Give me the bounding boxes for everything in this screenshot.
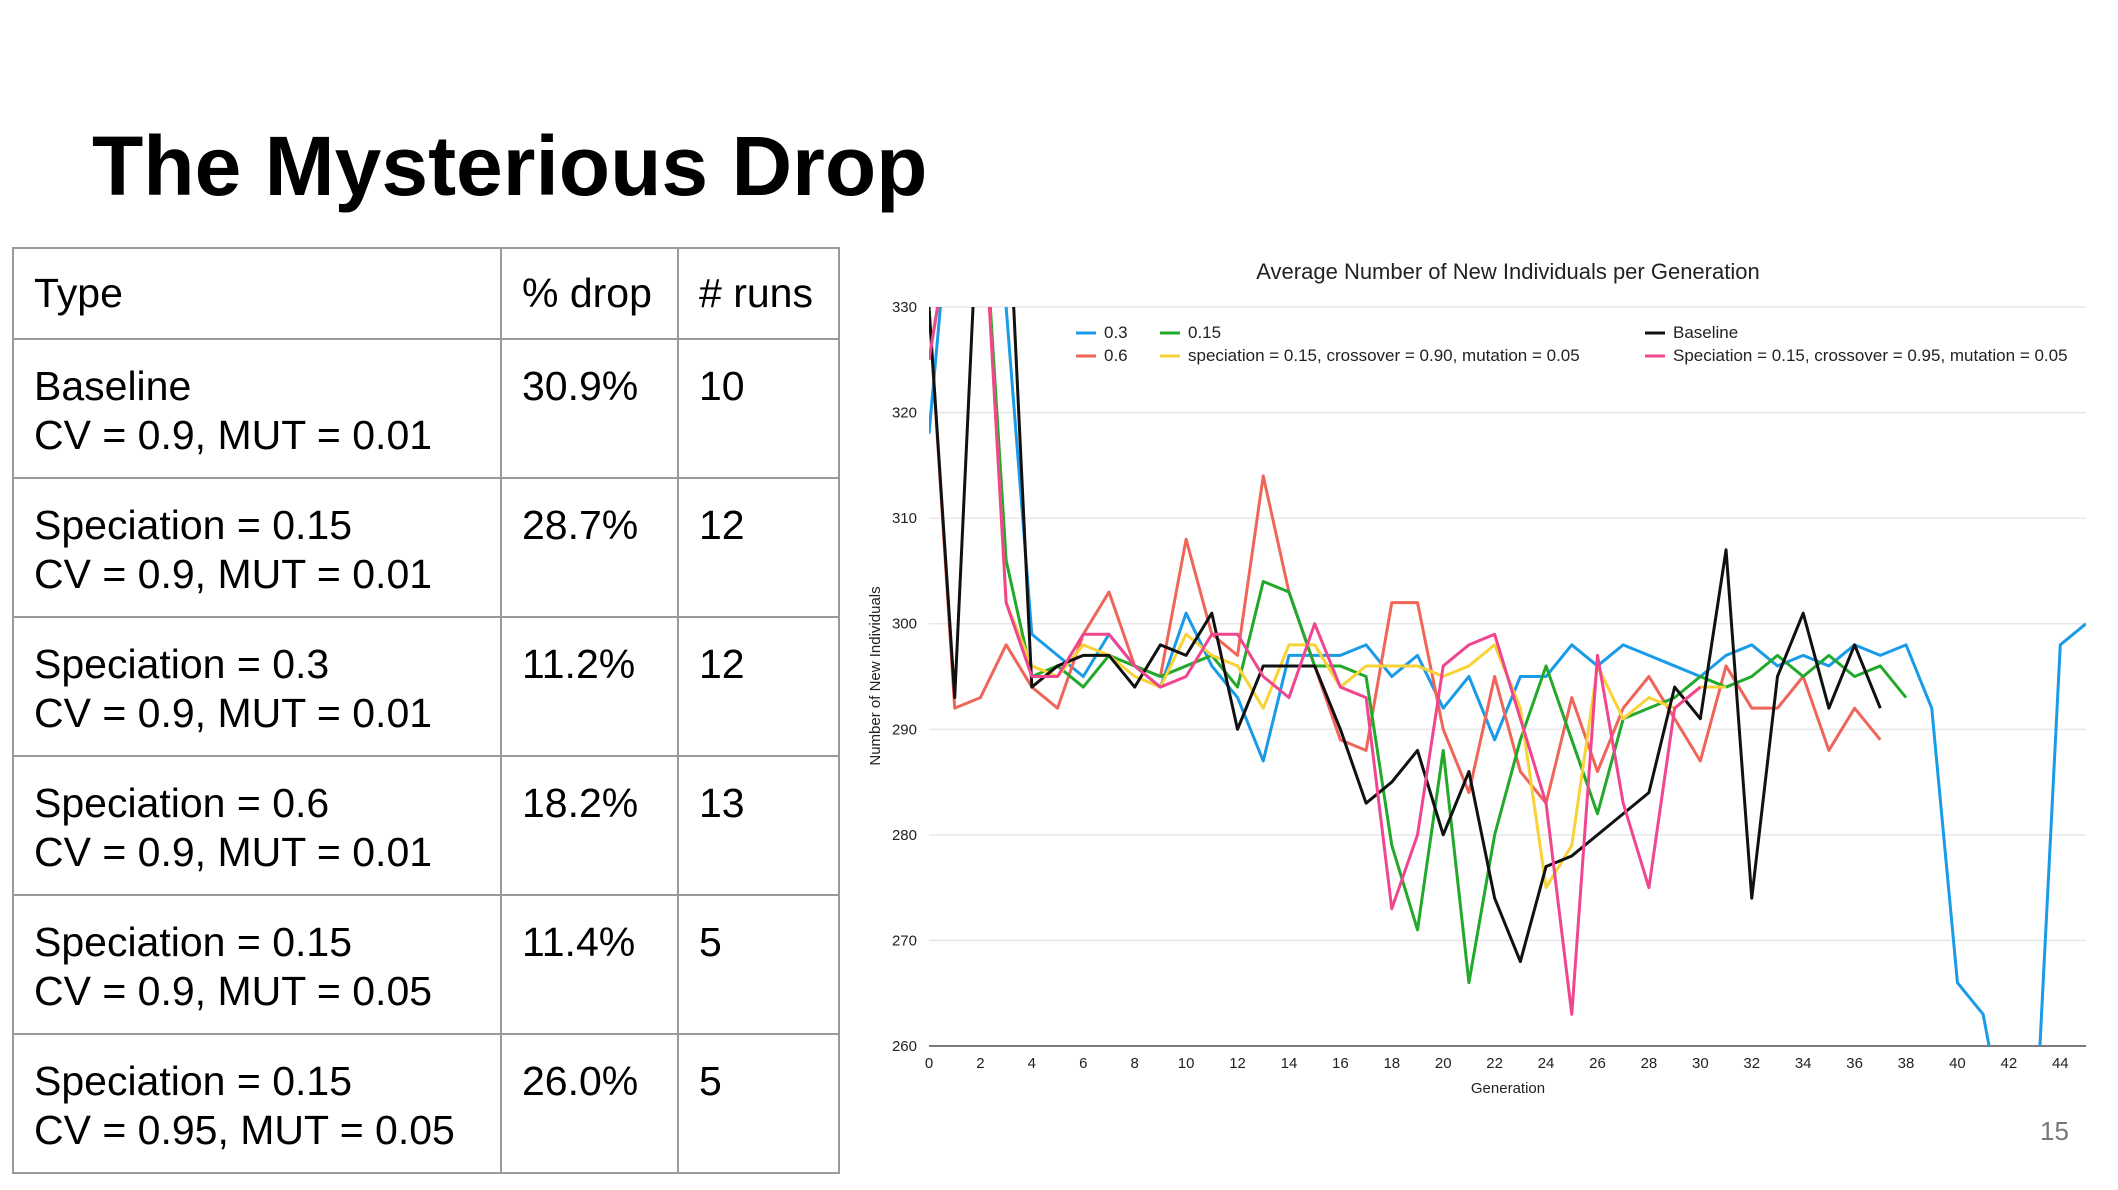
x-tick-label: 18 bbox=[1383, 1055, 1400, 1072]
drop-cell: 30.9% bbox=[500, 338, 679, 479]
x-tick-label: 8 bbox=[1131, 1055, 1139, 1072]
type-line: CV = 0.9, MUT = 0.01 bbox=[34, 690, 433, 736]
runs-cell: 13 bbox=[677, 755, 840, 896]
type-cell: Speciation = 0.6 CV = 0.9, MUT = 0.01 bbox=[12, 755, 502, 896]
y-tick-label: 300 bbox=[892, 616, 917, 633]
series-line bbox=[929, 307, 2086, 1046]
type-line: Speciation = 0.15 bbox=[34, 919, 352, 965]
type-line: Speciation = 0.15 bbox=[34, 1058, 352, 1104]
series-line bbox=[929, 307, 1702, 1016]
slide-title: The Mysterious Drop bbox=[92, 119, 928, 213]
table-row: Baseline CV = 0.9, MUT = 0.01 30.9% 10 bbox=[12, 338, 840, 479]
type-cell: Speciation = 0.15 CV = 0.9, MUT = 0.01 bbox=[12, 477, 502, 618]
x-axis-label: Generation bbox=[1471, 1080, 1545, 1097]
series-line bbox=[929, 307, 1882, 805]
x-tick-label: 26 bbox=[1589, 1055, 1606, 1072]
x-tick-label: 0 bbox=[925, 1055, 933, 1072]
table-row: Speciation = 0.15 CV = 0.95, MUT = 0.05 26… bbox=[12, 1033, 840, 1174]
drop-cell: 18.2% bbox=[500, 755, 679, 896]
y-axis-label: Number of New Individuals bbox=[867, 586, 884, 765]
drop-cell: 11.2% bbox=[500, 616, 679, 757]
type-cell: Baseline CV = 0.9, MUT = 0.01 bbox=[12, 338, 502, 479]
legend-label: Baseline bbox=[1673, 323, 1738, 342]
table-row: Speciation = 0.15 CV = 0.9, MUT = 0.01 28.… bbox=[12, 477, 840, 618]
x-tick-label: 36 bbox=[1846, 1055, 1863, 1072]
legend-label: Speciation = 0.15, crossover = 0.95, mut… bbox=[1673, 346, 2068, 365]
runs-cell: 5 bbox=[677, 1033, 840, 1174]
runs-cell: 12 bbox=[677, 477, 840, 618]
x-tick-label: 22 bbox=[1486, 1055, 1503, 1072]
x-tick-label: 10 bbox=[1178, 1055, 1195, 1072]
x-tick-label: 28 bbox=[1641, 1055, 1658, 1072]
runs-cell: 10 bbox=[677, 338, 840, 479]
series-line bbox=[929, 307, 1882, 964]
runs-cell: 5 bbox=[677, 894, 840, 1035]
results-table: Type % drop # runs Baseline CV = 0.9, MUT… bbox=[12, 247, 840, 1174]
table-row: Speciation = 0.6 CV = 0.9, MUT = 0.01 18.2… bbox=[12, 755, 840, 896]
table-row: Speciation = 0.15 CV = 0.9, MUT = 0.05 11.… bbox=[12, 894, 840, 1035]
series-line bbox=[929, 307, 1908, 985]
y-tick-label: 320 bbox=[892, 405, 917, 422]
type-line: CV = 0.9, MUT = 0.01 bbox=[34, 551, 433, 597]
y-tick-label: 290 bbox=[892, 721, 917, 738]
x-tick-label: 4 bbox=[1028, 1055, 1036, 1072]
x-tick-label: 32 bbox=[1743, 1055, 1760, 1072]
type-line: CV = 0.9, MUT = 0.01 bbox=[34, 829, 433, 875]
type-cell: Speciation = 0.15 CV = 0.95, MUT = 0.05 bbox=[12, 1033, 502, 1174]
x-tick-label: 20 bbox=[1435, 1055, 1452, 1072]
x-tick-label: 42 bbox=[2001, 1055, 2018, 1072]
plot-area bbox=[929, 307, 2086, 1046]
y-tick-label: 310 bbox=[892, 510, 917, 527]
type-cell: Speciation = 0.15 CV = 0.9, MUT = 0.05 bbox=[12, 894, 502, 1035]
drop-cell: 28.7% bbox=[500, 477, 679, 618]
x-tick-label: 44 bbox=[2052, 1055, 2069, 1072]
type-cell: Speciation = 0.3 CV = 0.9, MUT = 0.01 bbox=[12, 616, 502, 757]
x-tick-label: 16 bbox=[1332, 1055, 1349, 1072]
x-tick-label: 12 bbox=[1229, 1055, 1246, 1072]
x-tick-label: 38 bbox=[1898, 1055, 1915, 1072]
x-tick-label: 30 bbox=[1692, 1055, 1709, 1072]
legend-label: 0.6 bbox=[1104, 346, 1128, 365]
drop-cell: 26.0% bbox=[500, 1033, 679, 1174]
type-line: Baseline bbox=[34, 363, 192, 409]
x-tick-label: 6 bbox=[1079, 1055, 1087, 1072]
header-cell: Type bbox=[12, 247, 502, 340]
type-line: CV = 0.9, MUT = 0.01 bbox=[34, 412, 433, 458]
legend-label: 0.15 bbox=[1188, 323, 1221, 342]
table-row: Speciation = 0.3 CV = 0.9, MUT = 0.01 11.2… bbox=[12, 616, 840, 757]
x-tick-label: 40 bbox=[1949, 1055, 1966, 1072]
runs-cell: 12 bbox=[677, 616, 840, 757]
legend-label: speciation = 0.15, crossover = 0.90, mut… bbox=[1188, 346, 1580, 365]
y-tick-label: 270 bbox=[892, 932, 917, 949]
type-line: CV = 0.9, MUT = 0.05 bbox=[34, 968, 433, 1014]
header-cell: % drop bbox=[500, 247, 679, 340]
x-tick-label: 24 bbox=[1538, 1055, 1555, 1072]
x-tick-label: 14 bbox=[1281, 1055, 1298, 1072]
y-tick-label: 260 bbox=[892, 1038, 917, 1055]
y-tick-label: 330 bbox=[892, 299, 917, 316]
type-line: Speciation = 0.6 bbox=[34, 780, 330, 826]
type-line: Speciation = 0.3 bbox=[34, 641, 330, 687]
type-line: Speciation = 0.15 bbox=[34, 502, 352, 548]
header-row: Type % drop # runs bbox=[12, 247, 840, 340]
y-tick-label: 280 bbox=[892, 827, 917, 844]
x-tick-label: 34 bbox=[1795, 1055, 1812, 1072]
chart-title: Average Number of New Individuals per Ge… bbox=[1256, 259, 1759, 284]
legend-label: 0.3 bbox=[1104, 323, 1128, 342]
page-number: 15 bbox=[2040, 1116, 2069, 1146]
type-line: CV = 0.95, MUT = 0.05 bbox=[34, 1107, 455, 1153]
drop-cell: 11.4% bbox=[500, 894, 679, 1035]
x-tick-label: 2 bbox=[976, 1055, 984, 1072]
header-cell: # runs bbox=[677, 247, 840, 340]
